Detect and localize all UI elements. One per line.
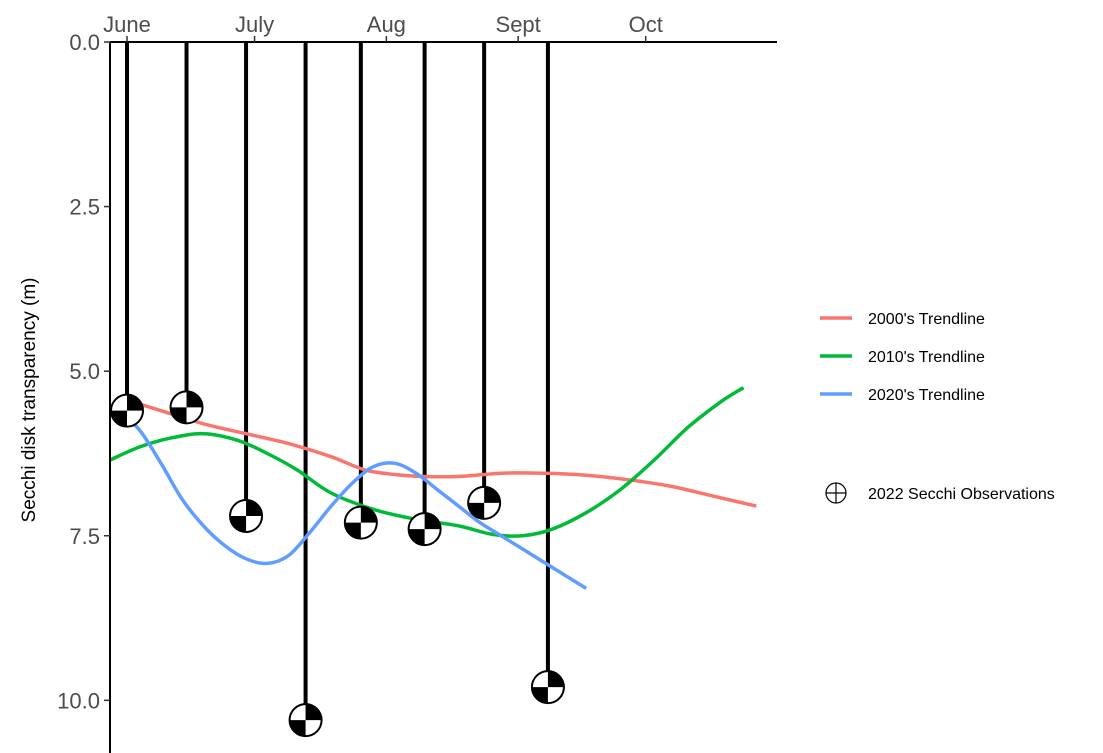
- secchi-observation-point: [343, 505, 378, 540]
- x-tick-label: Oct: [629, 12, 663, 37]
- x-axis: June July Aug Sept Oct: [103, 12, 777, 43]
- trendline-series-1: [117, 395, 757, 508]
- trendline-series-3: [117, 409, 588, 590]
- x-tick-label: July: [235, 12, 274, 37]
- legend-label: 2020's Trendline: [868, 387, 985, 404]
- y-tick-label: 10.0: [57, 688, 100, 713]
- secchi-observation-point: [288, 703, 323, 738]
- legend-label: 2000's Trendline: [868, 311, 985, 328]
- secchi-observation-point: [467, 485, 502, 520]
- legend-item: 2020's Trendline: [820, 387, 985, 404]
- legend-label: 2010's Trendline: [868, 349, 985, 366]
- legend-item-observations: 2022 Secchi Observations: [825, 482, 1055, 504]
- secchi-observation-point: [110, 393, 145, 428]
- x-tick-label: Sept: [496, 12, 541, 37]
- y-tick-label: 0.0: [69, 30, 100, 55]
- y-tick-label: 2.5: [69, 195, 100, 220]
- legend-item: 2010's Trendline: [820, 349, 985, 366]
- plot-area: [109, 42, 757, 738]
- y-tick-label: 5.0: [69, 359, 100, 384]
- y-axis: 0.0 2.5 5.0 7.5 10.0: [57, 30, 111, 753]
- secchi-observation-point: [407, 512, 442, 547]
- secchi-observation-point: [169, 390, 204, 425]
- x-tick-label: June: [103, 12, 151, 37]
- legend: 2000's Trendline 2010's Trendline 2020's T…: [820, 311, 1055, 504]
- y-tick-label: 7.5: [69, 524, 100, 549]
- y-axis-title: Secchi disk transparency (m): [19, 278, 40, 523]
- x-tick-label: Aug: [367, 12, 406, 37]
- secchi-observation-point: [530, 670, 565, 705]
- legend-item: 2000's Trendline: [820, 311, 985, 328]
- secchi-observation-point: [229, 499, 264, 533]
- legend-label: 2022 Secchi Observations: [868, 486, 1055, 503]
